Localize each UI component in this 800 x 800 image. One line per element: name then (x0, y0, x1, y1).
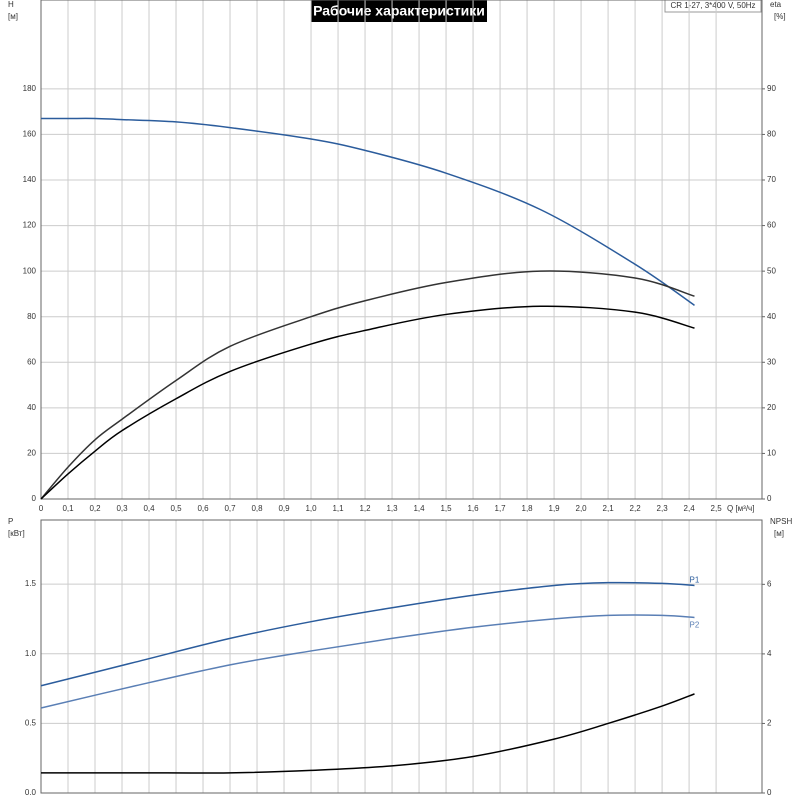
y-tick-label: 180 (23, 84, 37, 93)
curve (41, 693, 695, 774)
y-tick-label: 20 (27, 449, 36, 458)
y2-tick-label: 90 (767, 84, 776, 93)
x-tick-label: 0,7 (224, 504, 236, 513)
x-tick-label: 1,1 (332, 504, 344, 513)
y2-tick-label: 80 (767, 130, 776, 139)
y-tick-label: 40 (27, 403, 36, 412)
y-tick-label: 1.5 (25, 579, 37, 588)
y-axis-label: H (8, 0, 14, 9)
x-axis-label: Q [м³/ч] (727, 504, 754, 513)
curve (40, 581, 695, 687)
y-tick-label: 120 (23, 221, 37, 230)
y-tick-label: 140 (23, 175, 37, 184)
x-tick-label: 1,5 (440, 504, 452, 513)
x-tick-label: 0,2 (89, 504, 101, 513)
y2-axis-label: NPSH (770, 517, 792, 526)
x-tick-label: 0,6 (197, 504, 209, 513)
x-tick-label: 0,5 (170, 504, 182, 513)
y2-tick-label: 40 (767, 312, 776, 321)
curve (41, 117, 695, 306)
y2-tick-label: 70 (767, 175, 776, 184)
y2-tick-label: 0 (767, 788, 772, 797)
x-tick-label: 1,9 (549, 504, 561, 513)
y-tick-label: 160 (23, 130, 37, 139)
series-label: P1 (689, 576, 699, 585)
x-tick-label: 2,4 (684, 504, 696, 513)
y2-axis-unit: [м] (774, 529, 784, 538)
y2-axis-unit: [%] (774, 12, 786, 21)
y-axis-unit: [кВт] (8, 529, 25, 538)
chart-title: Рабочие характеристики (313, 3, 485, 19)
curve (40, 614, 695, 709)
x-tick-label: 2,3 (657, 504, 669, 513)
y2-tick-label: 60 (767, 221, 776, 230)
x-tick-label: 1,4 (413, 504, 425, 513)
y-tick-label: 0.0 (25, 788, 37, 797)
x-tick-label: 1,8 (522, 504, 534, 513)
y-tick-label: 100 (23, 266, 37, 275)
curve (40, 305, 695, 500)
x-tick-label: 0 (39, 504, 44, 513)
y2-tick-label: 4 (767, 649, 772, 658)
y2-tick-label: 30 (767, 357, 776, 366)
x-tick-label: 2,1 (603, 504, 615, 513)
y-tick-label: 60 (27, 357, 36, 366)
x-tick-label: 2,2 (630, 504, 642, 513)
plot-frame (40, 519, 763, 794)
y-tick-label: 1.0 (25, 649, 37, 658)
x-tick-label: 0,9 (278, 504, 290, 513)
x-tick-label: 1,6 (467, 504, 479, 513)
x-tick-label: 2,5 (711, 504, 723, 513)
y2-tick-label: 0 (767, 494, 772, 503)
plot-frame (40, 0, 763, 500)
x-tick-label: 1,2 (359, 504, 371, 513)
y-axis-unit: [м] (8, 12, 18, 21)
x-tick-label: 1,0 (305, 504, 317, 513)
x-tick-label: 0,3 (116, 504, 128, 513)
x-tick-label: 0,8 (251, 504, 263, 513)
y-axis-label: P (8, 517, 13, 526)
y2-tick-label: 50 (767, 266, 776, 275)
y-tick-label: 0.5 (25, 718, 37, 727)
x-tick-label: 0,1 (62, 504, 74, 513)
y2-tick-label: 20 (767, 403, 776, 412)
x-tick-label: 1,3 (386, 504, 398, 513)
y2-tick-label: 6 (767, 579, 772, 588)
x-tick-label: 1,7 (495, 504, 507, 513)
y-tick-label: 0 (32, 494, 37, 503)
y2-tick-label: 10 (767, 449, 776, 458)
x-tick-label: 2,0 (576, 504, 588, 513)
title-box (311, 0, 487, 22)
annotation: CR 1-27, 3*400 V, 50Hz (670, 1, 755, 10)
x-tick-label: 0,4 (143, 504, 155, 513)
curve (40, 270, 695, 500)
y2-tick-label: 2 (767, 719, 772, 728)
series-label: P2 (689, 621, 699, 630)
y-tick-label: 80 (27, 312, 36, 321)
y2-axis-label: eta (770, 0, 782, 9)
